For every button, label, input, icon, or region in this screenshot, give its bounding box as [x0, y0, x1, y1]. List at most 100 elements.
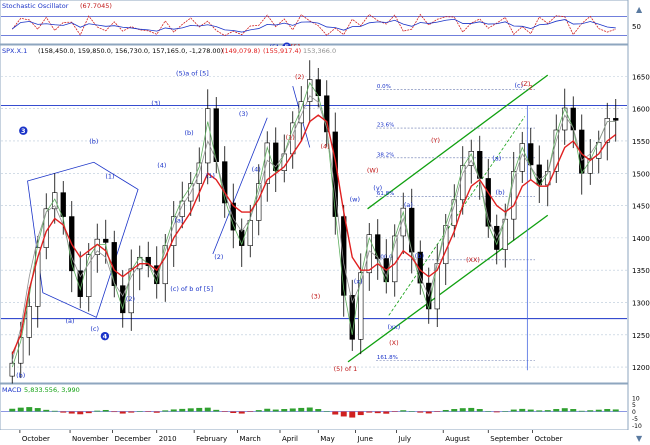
price-label: SPX.X.1 [2, 47, 27, 55]
wave-label: (c) [90, 325, 99, 333]
ma-grey-line [11, 95, 616, 361]
ma3-value: 153,366.0 [303, 47, 336, 55]
wave-label: (b) [496, 189, 505, 197]
wave-label: (4) [252, 165, 261, 173]
candle-body [205, 108, 211, 164]
price-frame [0, 44, 629, 384]
wave-label: 4 [103, 333, 108, 341]
stochastic-value: (67.7045) [80, 2, 112, 10]
macd-bar [213, 409, 220, 412]
macd-bar [366, 411, 373, 413]
month-tick-label: June [357, 435, 373, 443]
macd-bar [128, 411, 135, 413]
price-tick-label: 13000 [632, 299, 650, 307]
wave-label: (5) of 1 [334, 365, 358, 373]
wave-label: (W) [367, 167, 379, 175]
candle-body [264, 142, 270, 184]
price-grid [1, 76, 627, 430]
wave-label: (3) [239, 110, 248, 118]
stoch-k-line [11, 13, 616, 37]
macd-bar [502, 411, 509, 412]
macd-bar [145, 411, 152, 412]
price-tick-label: 15000 [632, 170, 650, 178]
fib-label: 38.2% [377, 152, 394, 158]
price-tick-label: 16500 [632, 73, 650, 81]
macd-bar [459, 408, 466, 412]
macd-bar [468, 407, 475, 412]
month-tick-label: March [240, 435, 261, 443]
macd-bar [179, 408, 186, 412]
macd-bar [570, 409, 577, 412]
macd-bar [17, 407, 24, 412]
candle-body [103, 238, 109, 243]
wave-label: (c) of b of [5] [170, 285, 213, 293]
ma2-value: (155,917.4) [263, 47, 301, 55]
price-moving-averages [11, 81, 617, 368]
macd-bar [604, 409, 611, 412]
price-tick-label: 14500 [632, 203, 650, 211]
stoch-d-line [12, 18, 616, 33]
month-tick-label: October [22, 435, 50, 443]
month-tick-label: November [72, 435, 109, 443]
macd-bar [187, 408, 194, 412]
macd-bar [136, 411, 143, 412]
wave-label: (1) [206, 172, 215, 180]
price-tick-label: 13500 [632, 267, 650, 275]
macd-bar [315, 409, 322, 412]
wave-label: (x) [354, 278, 363, 286]
scroll-down-icon[interactable]: ▼ [636, 434, 643, 443]
stochastic-label: Stochastic Oscillator [2, 2, 69, 10]
wave-label: (4) [320, 143, 329, 151]
wave-label: (2) [126, 295, 135, 303]
macd-bar [332, 411, 339, 415]
wave-label: (y) [373, 184, 382, 192]
candle-body [298, 101, 304, 124]
macd-tick-label: -5 [632, 416, 638, 423]
wave-label: (xx) [388, 323, 401, 331]
price-y-axis: 12000 12500 13000 13500 14000 14500 15000 15500… [632, 73, 650, 372]
macd-tick-label: 10 [632, 395, 640, 402]
macd-bar [34, 408, 41, 412]
macd-bar [94, 410, 101, 412]
month-tick-label: April [282, 435, 298, 443]
candle-body [392, 235, 398, 283]
macd-bar [587, 410, 594, 412]
wave-label: (b) [16, 371, 25, 379]
wave-label: (3) [151, 99, 160, 107]
month-tick-label: February [196, 435, 227, 443]
candle-body [179, 200, 185, 217]
month-tick-label: August [445, 435, 470, 443]
macd-bar [383, 411, 390, 414]
candle-body [247, 220, 253, 246]
candle-body [485, 178, 491, 227]
candle-body [77, 270, 83, 297]
macd-bar [485, 411, 492, 412]
wave-label: (a) [404, 201, 413, 209]
macd-bar [255, 410, 262, 412]
wave-label: (5)a of [5] [176, 70, 209, 78]
price-header-bg [1, 46, 316, 55]
wave-label: (2) [214, 253, 223, 261]
candle-body [366, 234, 372, 274]
price-pane: 0.0% 23.6% 38.2% 61.8% 100.0% 161.8% (b) 3 (b) (… [0, 42, 650, 430]
macd-bar [527, 409, 534, 412]
price-tick-label: 12000 [632, 364, 650, 372]
month-tick-label: July [397, 435, 411, 443]
candle-body [341, 216, 347, 296]
macd-bar [264, 408, 271, 412]
macd-bar [281, 409, 288, 412]
macd-bar [408, 411, 415, 412]
wave-label: 3 [21, 127, 26, 135]
macd-bar [9, 408, 16, 412]
candle-body [358, 272, 364, 340]
macd-bar [26, 407, 33, 412]
fib-label: 61.8% [377, 191, 394, 197]
scroll-up-icon[interactable]: ▲ [636, 5, 643, 14]
macd-bar [417, 411, 424, 413]
macd-bar [374, 411, 381, 414]
rising-trendline [212, 117, 268, 255]
macd-bar [340, 411, 347, 417]
price-tick-label: 16000 [632, 106, 650, 114]
wave-label: (b) [89, 138, 98, 146]
candle-body [570, 107, 576, 131]
